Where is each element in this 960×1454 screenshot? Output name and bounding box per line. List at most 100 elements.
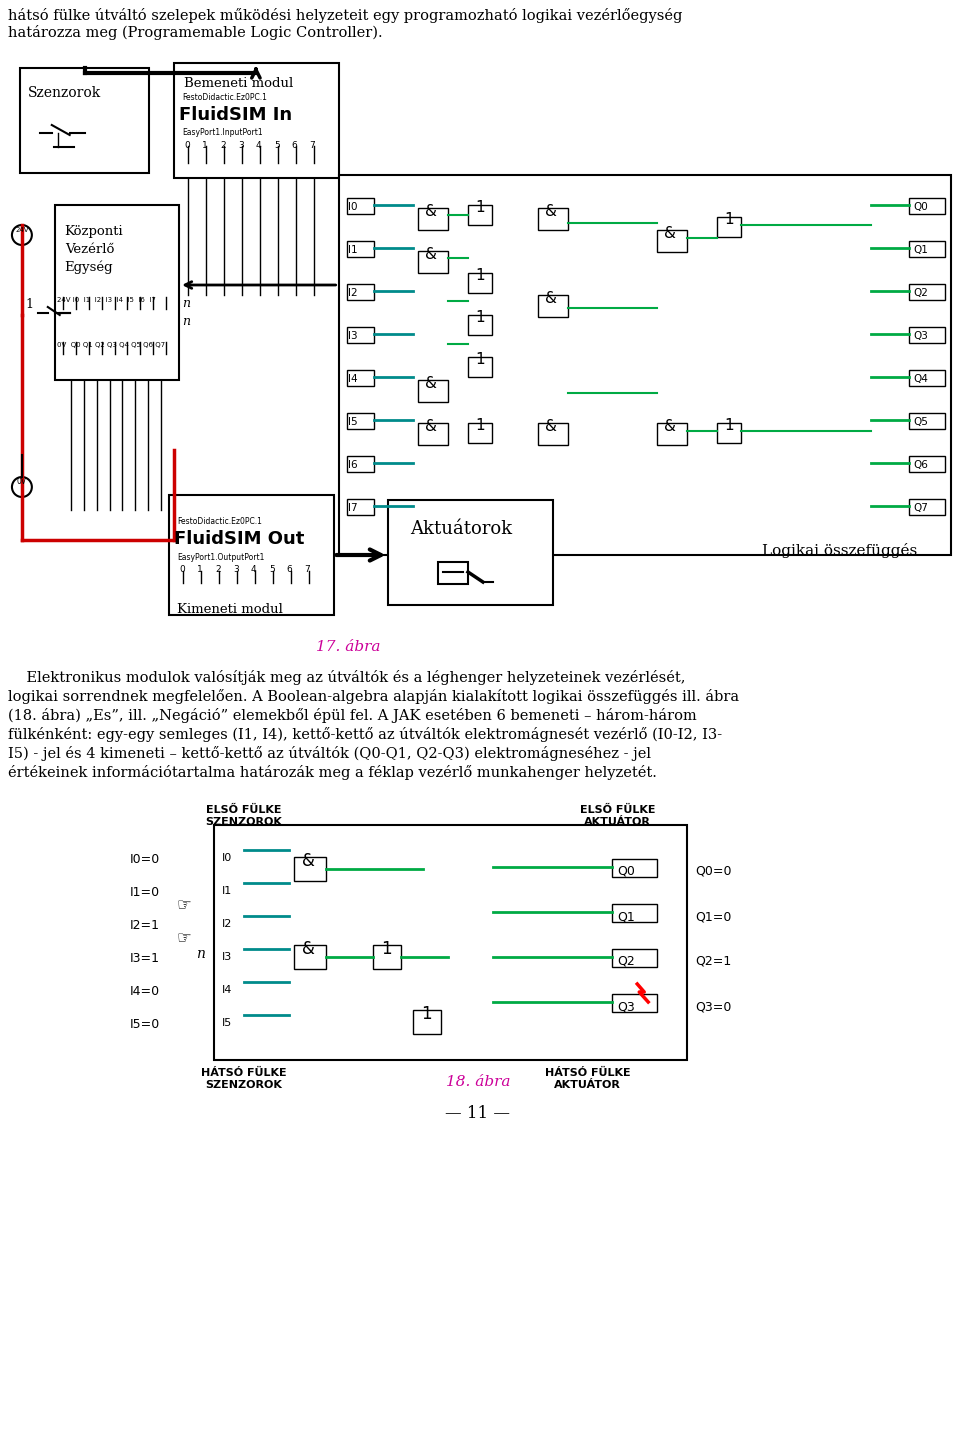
Text: EasyPort1.InputPort1: EasyPort1.InputPort1 [182,128,263,137]
Text: 7: 7 [304,566,310,574]
Text: &: & [664,419,676,433]
Text: 3: 3 [233,566,239,574]
Text: Q3=0: Q3=0 [695,1000,732,1013]
FancyBboxPatch shape [347,457,374,473]
Text: I0=0: I0=0 [130,853,159,867]
Text: I4: I4 [222,984,232,995]
Text: 0: 0 [180,566,185,574]
Text: — 11 —: — 11 — [445,1105,511,1122]
Text: 1: 1 [475,268,485,284]
Text: Q1: Q1 [913,246,928,254]
Text: Bemeneti modul: Bemeneti modul [184,77,294,90]
FancyBboxPatch shape [612,904,658,922]
Text: logikai sorrendnek megfelelően. A Boolean-algebra alapján kialakított logikai ös: logikai sorrendnek megfelelően. A Boolea… [8,689,739,704]
Text: I2=1: I2=1 [130,919,159,932]
Text: ☞: ☞ [177,929,191,947]
FancyBboxPatch shape [20,68,150,173]
FancyBboxPatch shape [347,369,374,385]
Text: I0: I0 [222,853,232,864]
FancyBboxPatch shape [909,413,945,429]
Text: 2: 2 [220,141,226,150]
Text: &: & [301,852,315,869]
FancyBboxPatch shape [538,208,567,230]
Text: I0: I0 [348,202,358,212]
FancyBboxPatch shape [468,205,492,225]
Text: 0: 0 [184,141,190,150]
FancyBboxPatch shape [347,198,374,214]
Text: I7: I7 [348,503,358,513]
FancyBboxPatch shape [419,379,448,401]
FancyBboxPatch shape [347,499,374,515]
Text: értékeinek információtartalma határozák meg a féklap vezérlő munkahenger helyzet: értékeinek információtartalma határozák … [8,765,657,779]
Text: 6: 6 [292,141,298,150]
Text: Aktuátorok: Aktuátorok [410,521,513,538]
Text: 1: 1 [475,310,485,326]
FancyBboxPatch shape [347,241,374,257]
FancyBboxPatch shape [658,230,687,252]
Text: Szenzorok: Szenzorok [28,86,101,100]
Text: I2: I2 [348,288,358,298]
FancyBboxPatch shape [55,205,180,379]
Text: I3=1: I3=1 [130,952,159,965]
Text: 1: 1 [724,212,733,227]
Text: &: & [301,939,315,958]
FancyBboxPatch shape [909,499,945,515]
Text: I5=0: I5=0 [130,1018,159,1031]
Text: Q1: Q1 [617,910,636,923]
Text: n: n [196,947,205,961]
Text: Q2: Q2 [617,955,636,968]
Text: 1: 1 [475,417,485,433]
Text: Elektronikus modulok valósítják meg az útváltók és a léghenger helyzeteinek vezé: Elektronikus modulok valósítják meg az ú… [8,670,685,685]
Text: Q0=0: Q0=0 [695,865,732,878]
Text: (18. ábra) „Es”, ill. „Negáció” elemekből épül fel. A JAK esetében 6 bemeneti – : (18. ábra) „Es”, ill. „Negáció” elemekbő… [8,708,697,723]
FancyBboxPatch shape [468,316,492,334]
Text: 18. ábra: 18. ábra [445,1075,510,1089]
Text: 24V: 24V [16,227,30,233]
FancyBboxPatch shape [169,494,333,615]
FancyBboxPatch shape [175,63,339,177]
Text: FluidSIM In: FluidSIM In [180,106,293,124]
FancyBboxPatch shape [419,423,448,445]
Text: &: & [425,419,437,433]
FancyBboxPatch shape [717,423,741,443]
Text: FestoDidactic.Ez0PC.1: FestoDidactic.Ez0PC.1 [178,518,262,526]
Text: Vezérlő: Vezérlő [64,243,114,256]
Text: ☞: ☞ [177,896,191,915]
FancyBboxPatch shape [294,856,325,881]
Text: &: & [544,419,557,433]
FancyBboxPatch shape [909,327,945,343]
Text: 5: 5 [269,566,275,574]
FancyBboxPatch shape [347,327,374,343]
Text: HÁTSÓ FÜLKE
SZENZOROK: HÁTSÓ FÜLKE SZENZOROK [202,1069,287,1090]
Text: FestoDidactic.Ez0PC.1: FestoDidactic.Ez0PC.1 [182,93,267,102]
Text: 4: 4 [251,566,256,574]
Text: &: & [425,377,437,391]
FancyBboxPatch shape [538,423,567,445]
Text: 1: 1 [475,201,485,215]
Text: 1: 1 [724,417,733,433]
Text: Q7: Q7 [913,503,928,513]
FancyBboxPatch shape [389,500,553,605]
Text: 0V  Q0 Q1 Q2 Q3 Q4 Q5 Q6 Q7: 0V Q0 Q1 Q2 Q3 Q4 Q5 Q6 Q7 [57,342,165,348]
FancyBboxPatch shape [612,859,658,877]
FancyBboxPatch shape [538,295,567,317]
Text: &: & [544,291,557,305]
FancyBboxPatch shape [413,1011,441,1034]
Text: I5) - jel és 4 kimeneti – kettő-kettő az útváltók (Q0-Q1, Q2-Q3) elektromágneséh: I5) - jel és 4 kimeneti – kettő-kettő az… [8,746,651,760]
FancyBboxPatch shape [347,284,374,300]
Text: Q0: Q0 [913,202,927,212]
Text: 1: 1 [197,566,203,574]
Text: 6: 6 [287,566,293,574]
Text: &: & [425,204,437,220]
Text: I5: I5 [222,1018,232,1028]
Text: 2: 2 [215,566,221,574]
Text: I4=0: I4=0 [130,984,159,997]
Text: 5: 5 [274,141,279,150]
Text: Q2: Q2 [913,288,928,298]
Text: I5: I5 [348,417,358,427]
Text: 3: 3 [238,141,244,150]
Text: n: n [182,297,190,310]
Text: hátsó fülke útváltó szelepek működési helyzeteit egy programozható logikai vezér: hátsó fülke útváltó szelepek működési he… [8,9,683,23]
FancyBboxPatch shape [658,423,687,445]
Text: 1: 1 [421,1005,432,1024]
